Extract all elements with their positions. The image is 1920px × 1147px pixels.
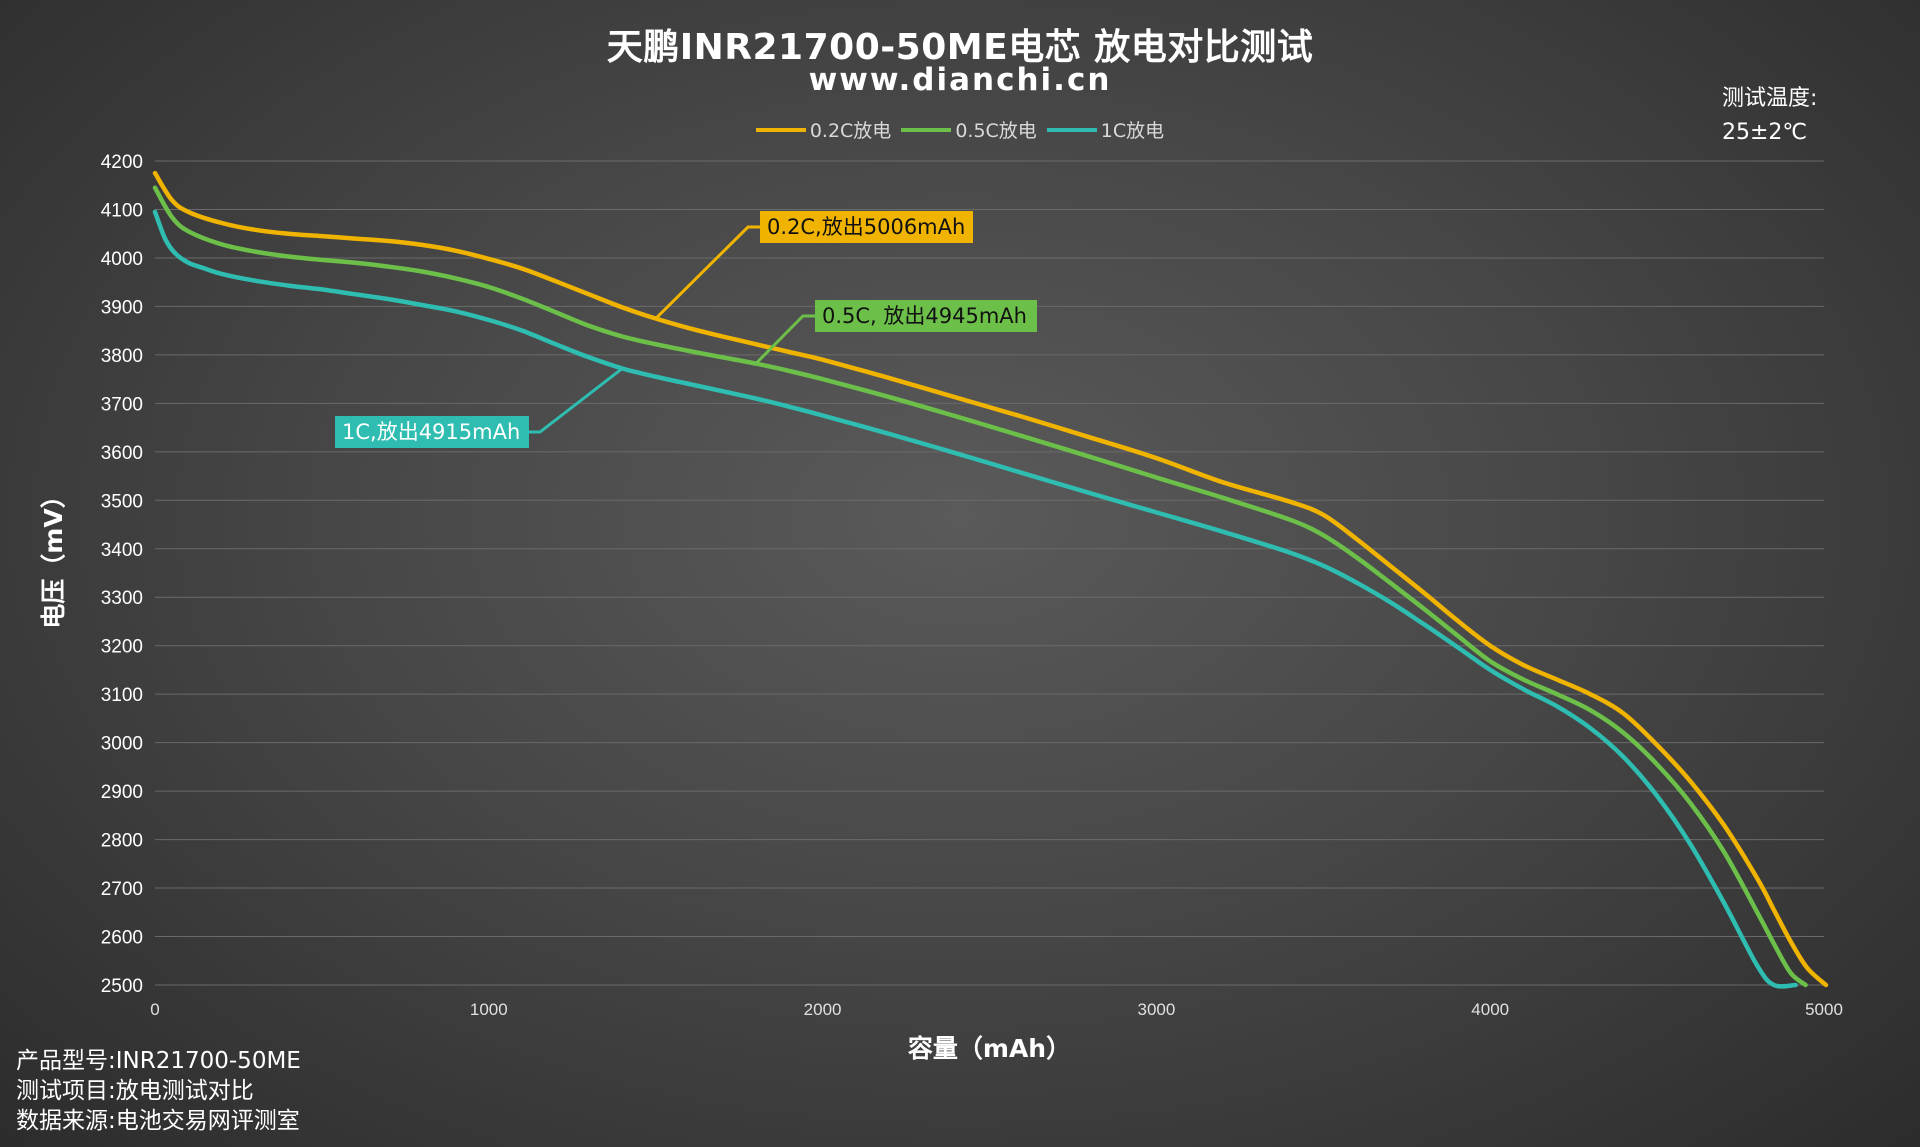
y-tick-label: 3100 bbox=[101, 685, 143, 706]
test-temperature-label: 测试温度: bbox=[1722, 86, 1818, 111]
legend-label-0.2c: 0.2C放电 bbox=[809, 120, 892, 142]
y-tick-label: 2500 bbox=[101, 976, 143, 997]
legend-item-0.5c[interactable]: 0.5C放电 bbox=[901, 116, 1037, 143]
legend-swatch-0.2c bbox=[755, 127, 806, 132]
annotation-0.5c-label: 0.5C, 放出4945mAh bbox=[822, 304, 1027, 328]
y-tick-label: 4200 bbox=[101, 152, 143, 173]
y-tick-label: 3700 bbox=[101, 394, 143, 415]
y-tick-label: 3800 bbox=[101, 346, 143, 367]
series-line-0.2c bbox=[152, 170, 1829, 988]
y-tick-label: 3600 bbox=[101, 443, 143, 464]
y-tick-label: 2600 bbox=[101, 928, 143, 949]
annotation-0.2c-leader bbox=[654, 225, 760, 320]
y-tick-label: 2700 bbox=[101, 879, 143, 900]
chart-subtitle: www.dianchi.cn bbox=[808, 62, 1112, 98]
annotation-0.2c-label: 0.2C,放出5006mAh bbox=[767, 215, 965, 239]
footer-test-item-label: 测试项目: bbox=[16, 1078, 116, 1104]
y-tick-label: 3200 bbox=[101, 637, 143, 658]
x-axis-label: 容量（mAh） bbox=[908, 1034, 1071, 1063]
test-temperature-value: 25±2℃ bbox=[1722, 120, 1808, 145]
footer-row-test-item: 测试项目:放电测试对比 bbox=[16, 1076, 301, 1106]
y-tick-label: 3000 bbox=[101, 734, 143, 755]
x-tick-label: 3000 bbox=[1137, 1000, 1175, 1019]
x-tick-label: 2000 bbox=[804, 1000, 842, 1019]
annotation-0.2c-box bbox=[760, 211, 973, 243]
y-tick-label: 4000 bbox=[101, 249, 143, 270]
annotation-0.5c-box bbox=[815, 300, 1037, 332]
footer-info: 产品型号:INR21700-50ME 测试项目:放电测试对比 数据来源:电池交易… bbox=[16, 1046, 301, 1136]
y-tick-label: 3900 bbox=[101, 297, 143, 318]
annotation-1c-label: 1C,放出4915mAh bbox=[342, 420, 520, 444]
annotation-1c-leader bbox=[529, 367, 624, 434]
legend-label-1c: 1C放电 bbox=[1100, 120, 1165, 142]
footer-source-value: 电池交易网评测室 bbox=[115, 1108, 300, 1134]
footer-model-value: INR21700-50ME bbox=[115, 1048, 301, 1074]
y-axis-label: 电压（mV） bbox=[39, 483, 68, 628]
y-tick-label: 3400 bbox=[101, 540, 143, 561]
legend-label-0.5c: 0.5C放电 bbox=[955, 120, 1037, 142]
legend-item-1c[interactable]: 1C放电 bbox=[1046, 116, 1165, 143]
y-tick-label: 4100 bbox=[101, 200, 143, 221]
x-tick-label: 5000 bbox=[1805, 1000, 1843, 1019]
footer-source-label: 数据来源: bbox=[16, 1108, 116, 1134]
footer-model-label: 产品型号: bbox=[16, 1048, 116, 1074]
test-temperature: 测试温度: 25±2℃ bbox=[1722, 82, 1817, 150]
y-tick-label: 2800 bbox=[101, 831, 143, 852]
y-tick-label: 3300 bbox=[101, 588, 143, 609]
annotation-0.5c-leader bbox=[754, 314, 815, 365]
footer-test-item-value: 放电测试对比 bbox=[115, 1078, 254, 1104]
y-tick-label: 2900 bbox=[101, 782, 143, 803]
footer-row-model: 产品型号:INR21700-50ME bbox=[16, 1046, 301, 1076]
x-tick-label: 1000 bbox=[470, 1000, 508, 1019]
series-line-0.5c bbox=[152, 185, 1808, 988]
footer-row-source: 数据来源:电池交易网评测室 bbox=[16, 1106, 301, 1136]
y-tick-label: 3500 bbox=[101, 491, 143, 512]
chart-legend: 0.2C放电 0.5C放电 1C放电 bbox=[0, 116, 1920, 143]
series-line-1c bbox=[152, 209, 1798, 989]
x-tick-label: 0 bbox=[150, 1000, 159, 1019]
chart-title: 天鹏INR21700-50ME电芯 放电对比测试 bbox=[606, 27, 1314, 68]
legend-item-0.2c[interactable]: 0.2C放电 bbox=[755, 116, 892, 143]
annotation-1c-box bbox=[335, 416, 529, 448]
legend-swatch-0.5c bbox=[901, 127, 952, 132]
x-tick-label: 4000 bbox=[1471, 1000, 1509, 1019]
legend-swatch-1c bbox=[1046, 127, 1097, 132]
